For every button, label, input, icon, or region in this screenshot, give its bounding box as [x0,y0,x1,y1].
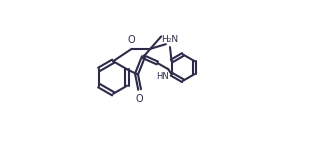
Text: O: O [136,94,144,104]
Text: H₂N: H₂N [162,35,179,44]
Text: HN: HN [156,72,169,81]
Text: O: O [128,35,135,45]
